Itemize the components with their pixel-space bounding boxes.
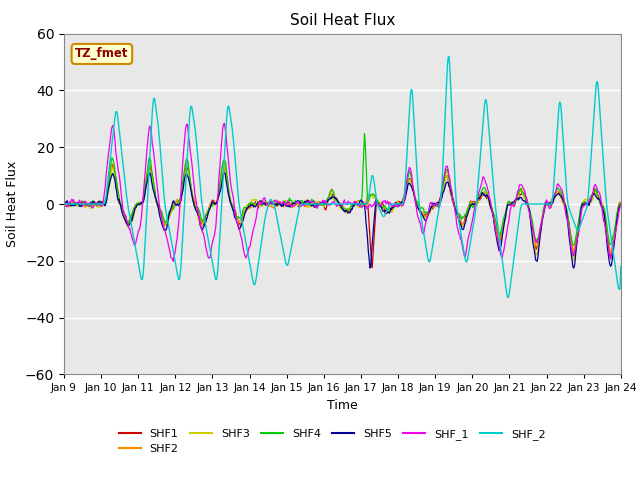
SHF1 [128,212,136,218]
SHF4 [411,195,419,201]
SHF_2 [70,201,78,207]
Text: TZ_fmet: TZ_fmet [75,48,129,60]
SHF4 [60,201,68,206]
SHF1 [369,264,376,270]
SHF_1 [60,201,68,206]
SHF2 [127,213,135,219]
Line: SHF3: SHF3 [64,168,621,261]
SHF5 [617,202,625,207]
SHF1 [70,203,78,208]
Title: Soil Heat Flux: Soil Heat Flux [290,13,395,28]
SHF5 [428,204,435,210]
SHF2 [617,201,625,206]
Line: SHF4: SHF4 [64,133,621,245]
SHF5 [220,170,227,176]
SHF2 [428,204,435,210]
SHF4 [214,199,221,204]
SHF5 [127,218,135,224]
SHF_1 [428,200,436,205]
Line: SHF1: SHF1 [64,165,621,267]
SHF4 [428,204,435,210]
SHF3 [411,195,419,201]
SHF_2 [445,54,452,60]
SHF_1 [214,189,222,195]
SHF5 [70,203,78,208]
X-axis label: Time: Time [327,399,358,412]
SHF_2 [60,201,68,207]
SHF_2 [617,264,625,269]
Line: SHF_2: SHF_2 [64,57,621,298]
Line: SHF5: SHF5 [64,173,621,268]
SHF_2 [127,222,135,228]
SHF_1 [127,231,135,237]
SHF5 [570,265,577,271]
SHF3 [108,165,116,170]
SHF3 [617,202,625,208]
SHF2 [182,158,190,164]
SHF3 [185,173,193,179]
SHF2 [606,249,614,255]
SHF2 [70,200,78,205]
SHF_2 [504,295,511,300]
Line: SHF_1: SHF_1 [64,123,621,261]
SHF2 [411,194,419,200]
SHF1 [617,200,625,206]
SHF4 [70,202,78,207]
SHF_1 [617,202,625,207]
SHF5 [214,198,221,204]
SHF_2 [410,118,418,123]
SHF_2 [214,272,221,277]
SHF4 [360,131,368,136]
SHF4 [127,212,135,217]
SHF3 [128,218,136,224]
SHF1 [412,197,419,203]
SHF2 [185,168,193,174]
SHF_1 [170,258,177,264]
Legend: SHF1, SHF2, SHF3, SHF4, SHF5, SHF_1, SHF_2: SHF1, SHF2, SHF3, SHF4, SHF5, SHF_1, SHF… [114,424,550,459]
Y-axis label: Soil Heat Flux: Soil Heat Flux [6,161,19,247]
SHF_2 [184,143,192,149]
SHF2 [214,195,222,201]
SHF5 [184,174,192,180]
SHF5 [60,201,68,207]
SHF4 [617,201,625,206]
SHF4 [570,242,577,248]
SHF3 [70,198,78,204]
SHF1 [214,194,222,200]
SHF1 [60,200,68,206]
SHF3 [214,196,222,202]
SHF2 [60,202,68,207]
SHF_1 [185,134,193,140]
Line: SHF2: SHF2 [64,161,621,252]
SHF_2 [426,257,434,263]
SHF_1 [220,120,228,126]
SHF3 [428,206,435,212]
SHF4 [184,158,192,164]
SHF5 [411,196,419,202]
SHF_1 [70,199,78,205]
SHF1 [428,204,436,210]
SHF1 [185,172,193,178]
SHF1 [109,162,116,168]
SHF3 [60,199,68,205]
SHF3 [570,258,577,264]
SHF_1 [412,200,419,206]
